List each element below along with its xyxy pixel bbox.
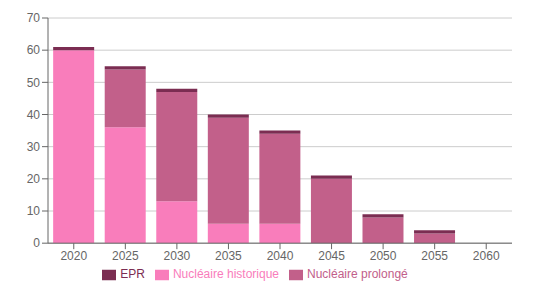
- svg-text:2050: 2050: [370, 249, 397, 263]
- svg-text:2020: 2020: [60, 249, 87, 263]
- svg-text:2030: 2030: [164, 249, 191, 263]
- svg-text:30: 30: [27, 140, 41, 154]
- html-text:Nucléaire prolongé: Nucléaire prolongé: [307, 267, 408, 282]
- svg-text:10: 10: [27, 204, 41, 218]
- svg-text:20: 20: [27, 172, 41, 186]
- svg-text:0: 0: [33, 236, 40, 250]
- svg-text:2035: 2035: [215, 249, 242, 263]
- svg-text:70: 70: [27, 11, 41, 25]
- svg-text:2055: 2055: [421, 249, 448, 263]
- svg-text:2045: 2045: [318, 249, 345, 263]
- svg-text:2025: 2025: [112, 249, 139, 263]
- svg-text:2060: 2060: [473, 249, 500, 263]
- html-text:Nucléaire historique: Nucléaire historique: [172, 267, 279, 282]
- svg-text:40: 40: [27, 108, 41, 122]
- svg-text:50: 50: [27, 76, 41, 90]
- html-text:EPR: EPR: [120, 267, 145, 282]
- svg-text:2040: 2040: [267, 249, 294, 263]
- svg-text:60: 60: [27, 43, 41, 57]
